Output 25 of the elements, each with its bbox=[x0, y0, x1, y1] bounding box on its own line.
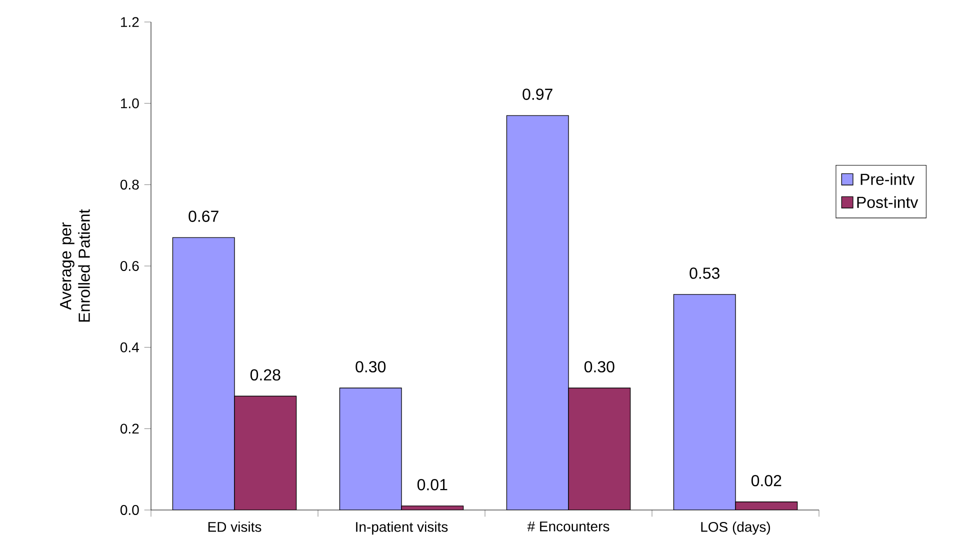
x-tick-label: # Encounters bbox=[527, 522, 610, 532]
data-label: 0.30 bbox=[356, 361, 386, 372]
data-label: 0.67 bbox=[188, 210, 218, 222]
legend-label: Post-intv bbox=[857, 196, 918, 208]
bar bbox=[234, 396, 297, 510]
bar bbox=[568, 388, 631, 510]
data-label: 0.97 bbox=[522, 88, 552, 100]
y-tick-label: 1.0 bbox=[121, 98, 139, 108]
legend-label: Pre-intv bbox=[860, 173, 915, 185]
y-tick-label: 1.2 bbox=[121, 17, 139, 27]
x-tick-label: In-patient visits bbox=[356, 522, 448, 535]
x-tick-label: LOS (days) bbox=[701, 522, 770, 535]
data-label: 0.28 bbox=[250, 369, 280, 381]
y-tick-label: 0.4 bbox=[120, 342, 139, 352]
y-tick-label: 0.6 bbox=[120, 261, 139, 271]
data-label: 0.01 bbox=[417, 479, 448, 490]
data-label: 0.02 bbox=[751, 474, 782, 486]
y-tick-label: 0.2 bbox=[120, 424, 139, 434]
bar bbox=[735, 502, 798, 510]
x-tick-label: ED visits bbox=[208, 522, 262, 532]
y-axis-title: Average per Enrolled Patient bbox=[60, 209, 90, 322]
y-tick-label: 0.0 bbox=[120, 505, 139, 515]
y-tick-label: 0.8 bbox=[120, 180, 139, 190]
data-label: 0.53 bbox=[690, 268, 720, 279]
data-label: 0.30 bbox=[584, 361, 614, 372]
